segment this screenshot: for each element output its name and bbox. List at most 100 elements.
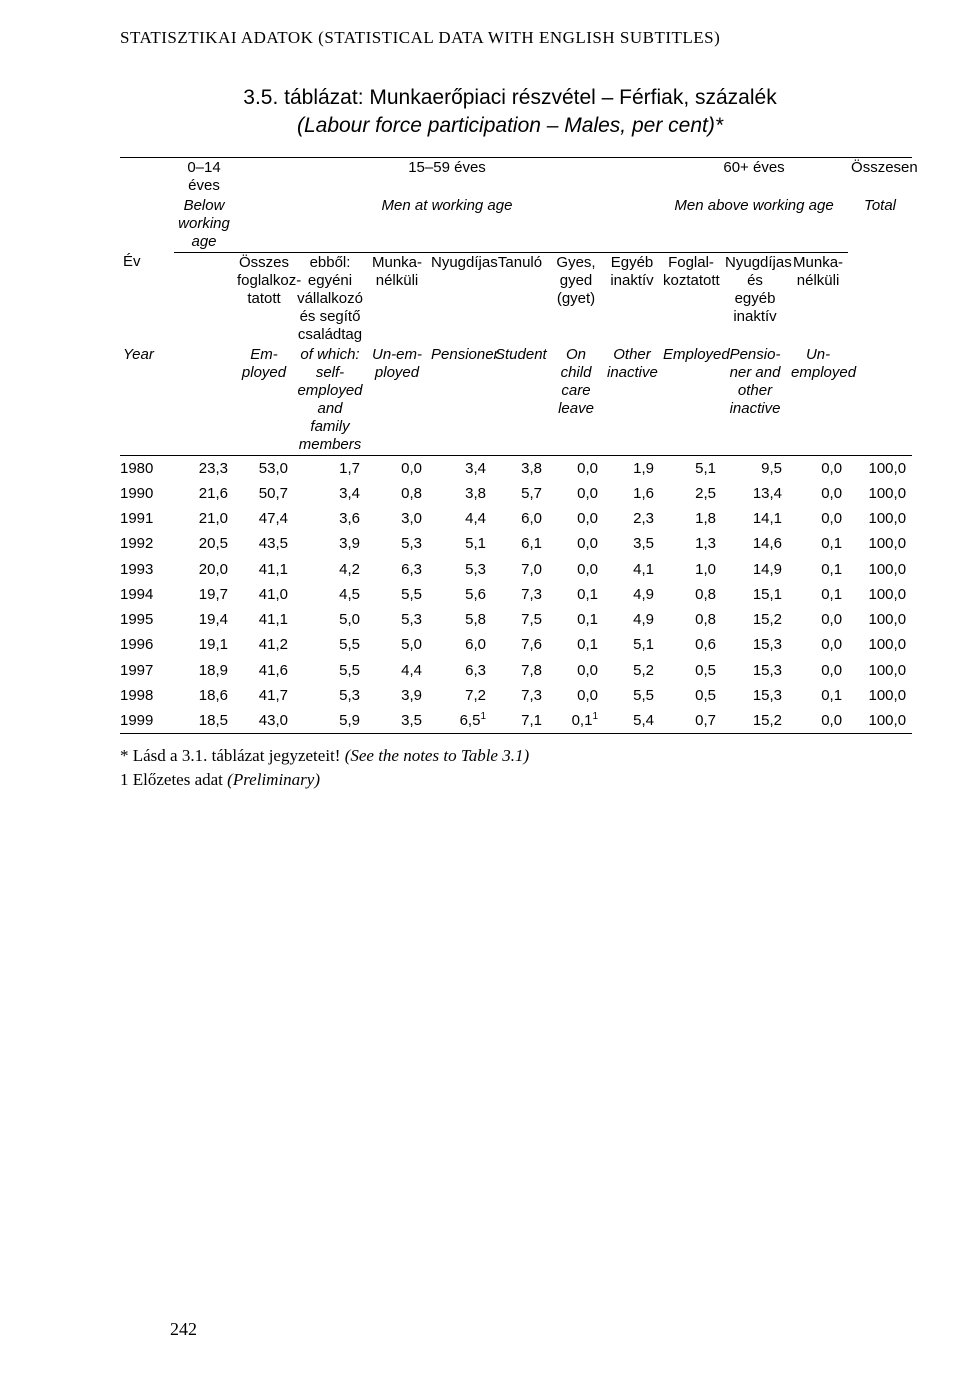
cell-value: 5,3: [428, 557, 492, 582]
cell-value: 0,0: [788, 506, 848, 531]
cell-year: 1997: [120, 658, 174, 683]
hdr-15-59: 15–59 éves: [234, 157, 660, 196]
hdr-employed: Em-ployed: [234, 345, 294, 456]
hdr-pens2: Pensio-ner and other inactive: [722, 345, 788, 456]
cell-value: 41,2: [234, 632, 294, 657]
cell-value: 14,9: [722, 557, 788, 582]
hdr-foglalk: Foglal-koztatott: [660, 252, 722, 345]
footnotes: * Lásd a 3.1. táblázat jegyzeteit! (See …: [120, 744, 900, 792]
cell-value: 7,8: [492, 658, 548, 683]
cell-value: 1,0: [660, 557, 722, 582]
cell-value: 7,6: [492, 632, 548, 657]
cell-value: 6,3: [366, 557, 428, 582]
cell-value: 18,6: [174, 683, 234, 708]
cell-value: 0,0: [548, 683, 604, 708]
cell-value: 15,3: [722, 683, 788, 708]
hdr-below-working: Below working age: [174, 196, 234, 253]
cell-value: 0,0: [788, 658, 848, 683]
hdr-child: On child care leave: [548, 345, 604, 456]
cell-value: 3,4: [294, 481, 366, 506]
cell-value: 3,8: [428, 481, 492, 506]
hdr-tanulo: Tanuló: [492, 252, 548, 345]
cell-year: 1999: [120, 708, 174, 734]
hdr-osszes: Összes foglalkoz-tatott: [234, 252, 294, 345]
cell-value: 5,5: [366, 582, 428, 607]
cell-year: 1994: [120, 582, 174, 607]
cell-value: 6,51: [428, 708, 492, 734]
cell-value: 15,2: [722, 607, 788, 632]
cell-value: 0,0: [788, 455, 848, 481]
cell-value: 5,0: [294, 607, 366, 632]
footnote-1b: (See the notes to Table 3.1): [345, 746, 529, 765]
cell-value: 2,3: [604, 506, 660, 531]
title-line-1: 3.5. táblázat: Munkaerőpiaci részvétel –…: [243, 86, 776, 109]
cell-value: 5,0: [366, 632, 428, 657]
table-row: 199718,941,65,54,46,37,80,05,20,515,30,0…: [120, 658, 912, 683]
cell-value: 53,0: [234, 455, 294, 481]
hdr-munkanelkuli: Munka-nélküli: [366, 252, 428, 345]
cell-value: 15,2: [722, 708, 788, 734]
footnote-1: * Lásd a 3.1. táblázat jegyzeteit! (See …: [120, 744, 900, 768]
table-row: 199619,141,25,55,06,07,60,15,10,615,30,0…: [120, 632, 912, 657]
footnote-2: 1 Előzetes adat (Preliminary): [120, 768, 900, 792]
cell-value: 3,6: [294, 506, 366, 531]
cell-year: 1995: [120, 607, 174, 632]
hdr-gyes: Gyes, gyed (gyet): [548, 252, 604, 345]
cell-value: 41,7: [234, 683, 294, 708]
hdr-ofwhich: of which: self-employed and family membe…: [294, 345, 366, 456]
cell-value: 19,7: [174, 582, 234, 607]
cell-year: 1996: [120, 632, 174, 657]
cell-value: 100,0: [848, 632, 912, 657]
hdr-ev: Év: [120, 252, 174, 345]
cell-value: 6,3: [428, 658, 492, 683]
footnote-1a: * Lásd a 3.1. táblázat jegyzeteit!: [120, 746, 345, 765]
cell-value: 7,3: [492, 683, 548, 708]
cell-value: 15,3: [722, 632, 788, 657]
cell-value: 6,0: [492, 506, 548, 531]
cell-year: 1998: [120, 683, 174, 708]
table-row: 198023,353,01,70,03,43,80,01,95,19,50,01…: [120, 455, 912, 481]
cell-value: 13,4: [722, 481, 788, 506]
cell-value: 0,6: [660, 632, 722, 657]
cell-value: 3,5: [366, 708, 428, 734]
cell-value: 5,2: [604, 658, 660, 683]
cell-value: 0,1: [548, 582, 604, 607]
cell-value: 100,0: [848, 708, 912, 734]
cell-value: 100,0: [848, 557, 912, 582]
cell-value: 21,0: [174, 506, 234, 531]
cell-value: 100,0: [848, 658, 912, 683]
hdr-unemp2: Un-employed: [788, 345, 848, 456]
cell-value: 4,5: [294, 582, 366, 607]
cell-value: 14,6: [722, 531, 788, 556]
cell-value: 20,0: [174, 557, 234, 582]
cell-value: 100,0: [848, 607, 912, 632]
cell-value: 7,2: [428, 683, 492, 708]
cell-value: 0,1: [788, 683, 848, 708]
cell-value: 0,8: [660, 582, 722, 607]
table-row: 199320,041,14,26,35,37,00,04,11,014,90,1…: [120, 557, 912, 582]
cell-value: 0,5: [660, 683, 722, 708]
cell-value: 0,0: [788, 632, 848, 657]
cell-value: 3,0: [366, 506, 428, 531]
cell-year: 1991: [120, 506, 174, 531]
cell-value: 5,7: [492, 481, 548, 506]
cell-value: 0,1: [548, 632, 604, 657]
cell-value: 4,2: [294, 557, 366, 582]
cell-value: 5,9: [294, 708, 366, 734]
table-row: 199818,641,75,33,97,27,30,05,50,515,30,1…: [120, 683, 912, 708]
hdr-other: Other inactive: [604, 345, 660, 456]
cell-value: 21,6: [174, 481, 234, 506]
cell-value: 0,1: [788, 582, 848, 607]
cell-value: 20,5: [174, 531, 234, 556]
cell-value: 7,1: [492, 708, 548, 734]
hdr-men-working: Men at working age: [234, 196, 660, 253]
cell-value: 6,0: [428, 632, 492, 657]
hdr-employed2: Employed: [660, 345, 722, 456]
cell-value: 5,5: [294, 658, 366, 683]
cell-value: 3,9: [366, 683, 428, 708]
cell-value: 15,1: [722, 582, 788, 607]
cell-value: 5,6: [428, 582, 492, 607]
table-row: 199419,741,04,55,55,67,30,14,90,815,10,1…: [120, 582, 912, 607]
table-title: 3.5. táblázat: Munkaerőpiaci részvétel –…: [190, 84, 830, 141]
hdr-nyugdijas: Nyugdíjas: [428, 252, 492, 345]
